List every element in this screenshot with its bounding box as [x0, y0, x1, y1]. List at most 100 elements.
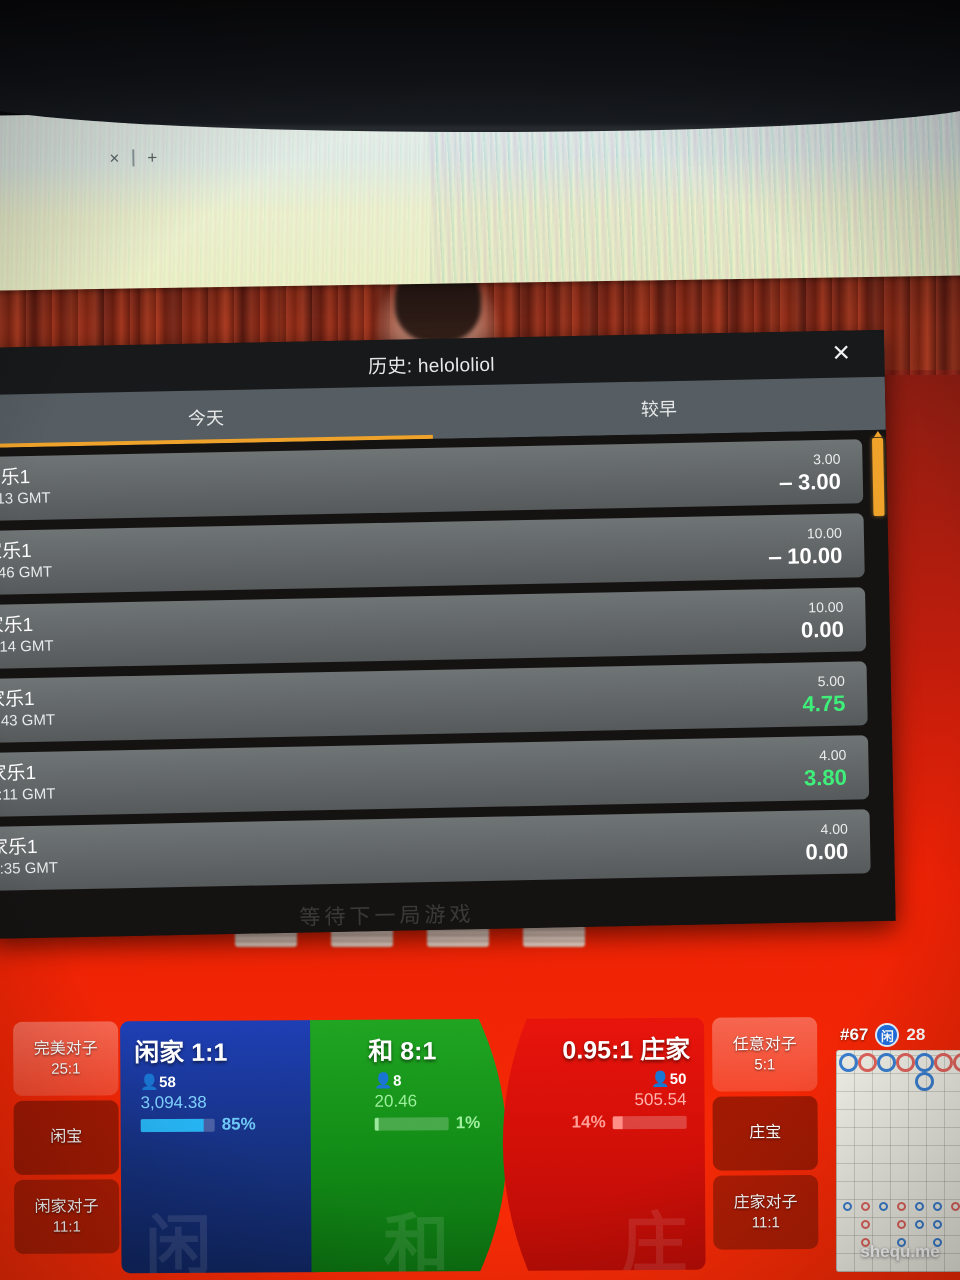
history-result: 4.75 — [802, 690, 846, 717]
table-row[interactable]: 百家乐1 7:57:43 GMT 5.00 4.75 — [0, 661, 868, 743]
bet-tie-stats: 👤8 20.46 1% — [374, 1071, 480, 1134]
player-win-badge: 闲 — [875, 1023, 900, 1047]
bet-player-percent: 85% — [221, 1114, 256, 1134]
history-timestamp: 7:58:14 GMT — [0, 637, 54, 657]
history-result: ‒ 10.00 — [768, 542, 843, 569]
table-row[interactable]: 百家乐1 7:56:35 GMT 4.00 0.00 — [0, 809, 871, 891]
bet-area-tie[interactable]: 和 8:1 👤8 20.46 1% 和 — [310, 1019, 512, 1272]
small-road-mark — [933, 1220, 942, 1229]
side-bet-player-bonus[interactable]: 闲宝 — [13, 1100, 119, 1175]
browser-tabbar: × + — [109, 148, 158, 168]
history-game-name: 百家乐1 — [0, 466, 31, 490]
chip-stack — [523, 925, 585, 947]
grid-lines — [836, 1050, 960, 1272]
side-bet-banker-bonus[interactable]: 庄宝 — [712, 1096, 818, 1171]
side-bet-label: 庄宝 — [749, 1124, 782, 1142]
bet-player-title: 闲家 1:1 — [134, 1038, 228, 1068]
bet-area-player[interactable]: 闲家 1:1 👤58 3,094.38 85% 闲 — [120, 1020, 318, 1274]
big-road-mark — [915, 1072, 934, 1091]
history-stake: 4.00 — [820, 820, 848, 837]
table-row[interactable]: 百家乐1 7:58:14 GMT 10.00 0.00 — [0, 587, 867, 669]
bet-tie-title: 和 8:1 — [368, 1037, 437, 1066]
side-bet-banker-pair[interactable]: 庄家对子 11:1 — [712, 1175, 819, 1250]
small-road-mark — [933, 1202, 942, 1211]
history-row-amounts: 10.00 0.00 — [800, 597, 844, 643]
bet-banker-stats: 👤50 505.54 14% — [571, 1070, 686, 1133]
bet-tie-bar: 1% — [375, 1113, 481, 1134]
bet-tie-glyph: 和 — [383, 1207, 450, 1273]
history-game-name: 百家乐1 — [0, 762, 37, 786]
history-row-info: 百家乐1 7:57:43 GMT — [0, 689, 55, 733]
history-timestamp: 7:56:35 GMT — [0, 859, 59, 879]
small-road-mark — [897, 1238, 906, 1247]
history-stake: 10.00 — [808, 598, 844, 615]
history-game-name: 百家乐1 — [0, 614, 34, 638]
history-timestamp: 7:57:43 GMT — [0, 711, 56, 731]
history-row-info: 百家乐1 7:58:14 GMT — [0, 615, 54, 659]
waiting-text: 等待下一局游戏 — [299, 903, 475, 930]
small-road-mark — [861, 1220, 870, 1229]
small-road-mark — [843, 1202, 852, 1211]
side-bet-perfect-pair[interactable]: 完美对子 25:1 — [13, 1021, 119, 1096]
big-road-mark — [858, 1053, 877, 1072]
bet-player-glyph: 闲 — [145, 1208, 212, 1274]
history-result: 3.80 — [803, 764, 848, 791]
history-row-info: 百家乐1 7:59:13 GMT — [0, 467, 51, 511]
tabbar-divider — [132, 149, 135, 167]
small-road-mark — [933, 1238, 942, 1247]
side-bet-odds: 25:1 — [51, 1060, 81, 1078]
side-bet-odds: 5:1 — [754, 1055, 776, 1073]
history-game-name: 百家乐1 — [0, 688, 35, 712]
bet-player-bar: 85% — [140, 1114, 256, 1135]
side-bet-odds: 11:1 — [751, 1213, 780, 1231]
big-road-mark — [877, 1053, 896, 1072]
side-bet-label: 完美对子 — [33, 1039, 98, 1058]
small-road-mark — [951, 1202, 960, 1211]
history-dialog: 历史: helololiol ✕ 今天 较早 等待下一局游戏 百家乐1 7:59:… — [0, 329, 896, 939]
side-bet-label: 闲家对子 — [34, 1197, 99, 1216]
close-icon[interactable]: ✕ — [831, 340, 852, 367]
history-game-name: 百家乐1 — [0, 836, 38, 860]
history-row-amounts: 10.00 ‒ 10.00 — [768, 523, 843, 569]
side-bet-player-pair[interactable]: 闲家对子 11:1 — [14, 1179, 120, 1254]
scrollbar-thumb[interactable] — [871, 437, 885, 517]
history-row-info: 百家乐1 7:56:35 GMT — [0, 837, 58, 881]
big-road-mark — [896, 1053, 915, 1072]
tab-today[interactable]: 今天 — [0, 386, 433, 448]
close-tab-icon[interactable]: × — [109, 148, 120, 168]
side-bet-any-pair[interactable]: 任意对子 5:1 — [712, 1017, 818, 1092]
betting-bar: 完美对子 25:1 闲宝 闲家对子 11:1 闲家 1:1 👤58 3,094.… — [0, 1010, 960, 1280]
history-row-amounts: 4.00 0.00 — [805, 819, 849, 865]
bet-banker-percent: 14% — [571, 1112, 606, 1132]
bet-banker-count: 👤50 — [650, 1070, 687, 1089]
main-bet-areas: 闲家 1:1 👤58 3,094.38 85% 闲 和 8:1 👤8 20.46 — [120, 1018, 706, 1274]
tab-earlier[interactable]: 较早 — [640, 398, 678, 420]
big-road-mark — [934, 1053, 953, 1072]
history-row-amounts: 4.00 3.80 — [803, 745, 847, 791]
table-row[interactable]: 百家乐1 7:59:13 GMT 3.00 ‒ 3.00 — [0, 439, 864, 521]
side-bet-odds: 11:1 — [52, 1218, 81, 1236]
big-road-grid[interactable]: shequ.me — [836, 1050, 960, 1272]
side-bet-label: 庄家对子 — [733, 1193, 798, 1212]
history-row-info: 百家乐1 7:57:11 GMT — [0, 763, 56, 807]
roadmap-header: #67 闲 28 — [836, 1020, 960, 1050]
new-tab-icon[interactable]: + — [147, 148, 158, 168]
table-row[interactable]: 百家乐1 7:57:11 GMT 4.00 3.80 — [0, 735, 870, 817]
monitor-bezel — [0, 0, 960, 132]
history-row-info: 百家乐1 7:58:46 GMT — [0, 541, 52, 585]
history-stake: 5.00 — [817, 672, 846, 689]
history-result: 0.00 — [800, 616, 845, 643]
bet-area-banker[interactable]: 0.95:1 庄家 👤50 505.54 14% 庄 — [498, 1018, 706, 1271]
side-bets-right: 任意对子 5:1 庄宝 庄家对子 11:1 — [712, 1017, 819, 1250]
history-row-amounts: 5.00 4.75 — [802, 671, 846, 717]
big-road-mark — [953, 1053, 960, 1072]
bet-player-amount: 3,094.38 — [140, 1092, 207, 1113]
history-stake: 3.00 — [812, 450, 841, 467]
history-result: 0.00 — [805, 838, 849, 864]
bet-tie-amount: 20.46 — [374, 1091, 418, 1111]
small-road-mark — [915, 1220, 924, 1229]
bet-banker-amount: 505.54 — [634, 1089, 687, 1110]
side-bets-left: 完美对子 25:1 闲宝 闲家对子 11:1 — [13, 1021, 120, 1254]
table-row[interactable]: 百家乐1 7:58:46 GMT 10.00 ‒ 10.00 — [0, 513, 865, 595]
